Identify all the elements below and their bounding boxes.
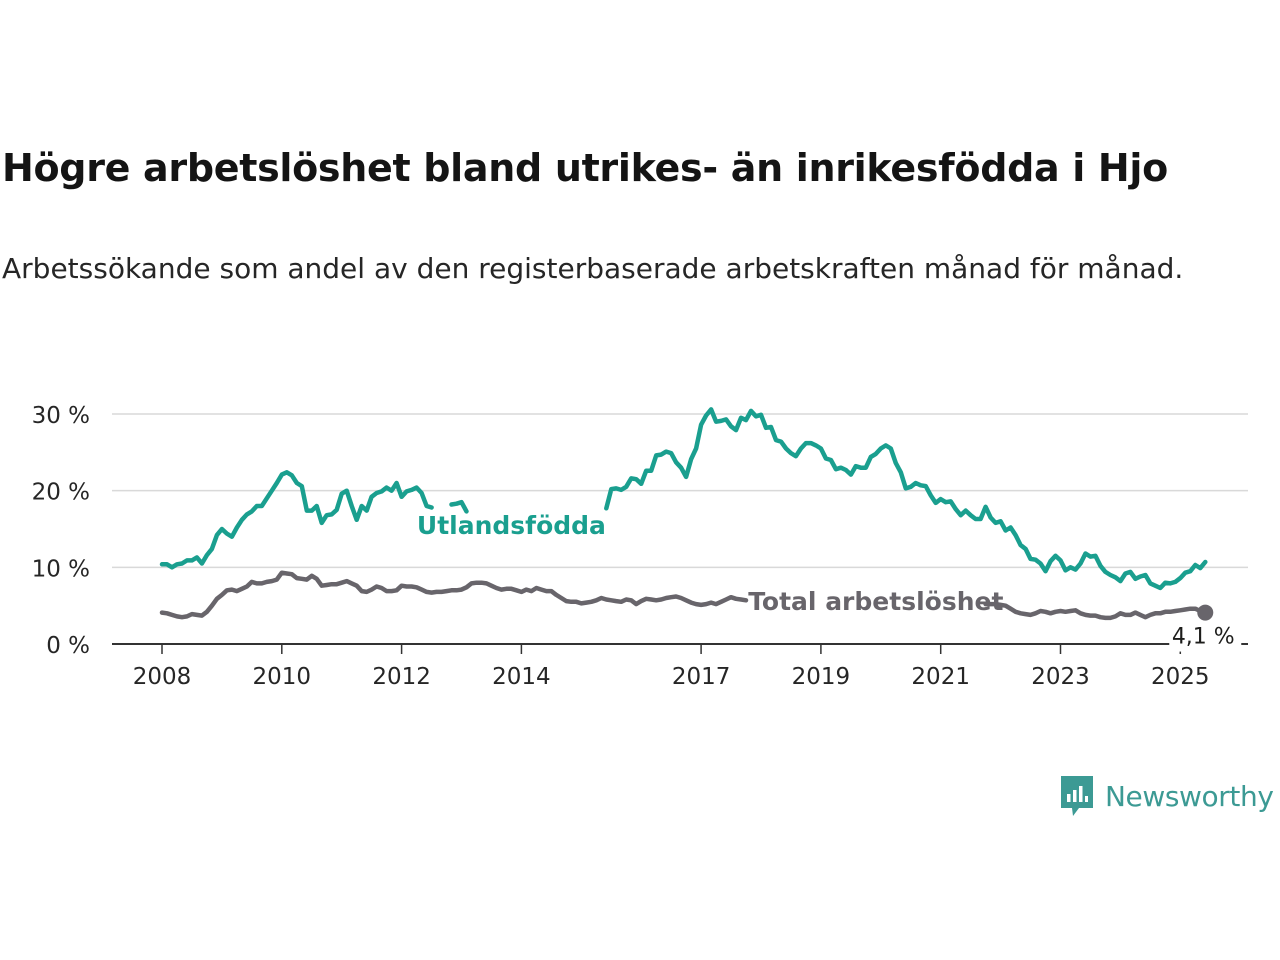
x-axis: 2008 2010 2012 2014 2017 2019 2021 2023 2025: [112, 643, 1248, 690]
x-tick-label: 2023: [1031, 664, 1090, 690]
x-tick-label: 2010: [253, 664, 312, 690]
series-label: Utlandsfödda: [417, 511, 606, 540]
y-axis-ticks: 0 % 10 % 20 % 30 %: [32, 403, 90, 659]
x-tick-label: 2008: [133, 664, 192, 690]
x-tick-label: 2021: [911, 664, 970, 690]
x-tick-label: 2019: [792, 664, 851, 690]
newsworthy-logo-icon: [1061, 776, 1093, 816]
x-tick-label: 2012: [372, 664, 431, 690]
brand-name: Newsworthy: [1105, 779, 1274, 813]
end-value-label: 4,1 %: [1172, 625, 1235, 650]
end-label-bg: [1169, 621, 1242, 652]
gridlines: [112, 413, 1248, 569]
series-line: [159, 570, 1208, 621]
series-line: [159, 407, 1208, 591]
chart-title: Högre arbetslöshet bland utrikes- än inr…: [2, 146, 1168, 190]
y-tick-label: 10 %: [32, 556, 90, 582]
y-tick-label: 30 %: [32, 403, 90, 429]
x-tick-label: 2017: [672, 664, 731, 690]
y-tick-label: 0 %: [46, 633, 90, 659]
newsworthy-brand[interactable]: Newsworthy: [1059, 774, 1274, 818]
y-tick-label: 20 %: [32, 480, 90, 506]
end-marker: 4,1 %: [1169, 604, 1242, 652]
series-lines: [159, 407, 1208, 621]
series-label: Total arbetslöshet: [748, 587, 1003, 616]
end-point: [1197, 604, 1214, 621]
x-tick-label: 2025: [1151, 664, 1210, 690]
chart-subtitle: Arbetssökande som andel av den registerb…: [2, 252, 1184, 285]
x-tick-label: 2014: [492, 664, 551, 690]
series-labels: Utlandsfödda Total arbetslöshet: [417, 511, 1004, 616]
